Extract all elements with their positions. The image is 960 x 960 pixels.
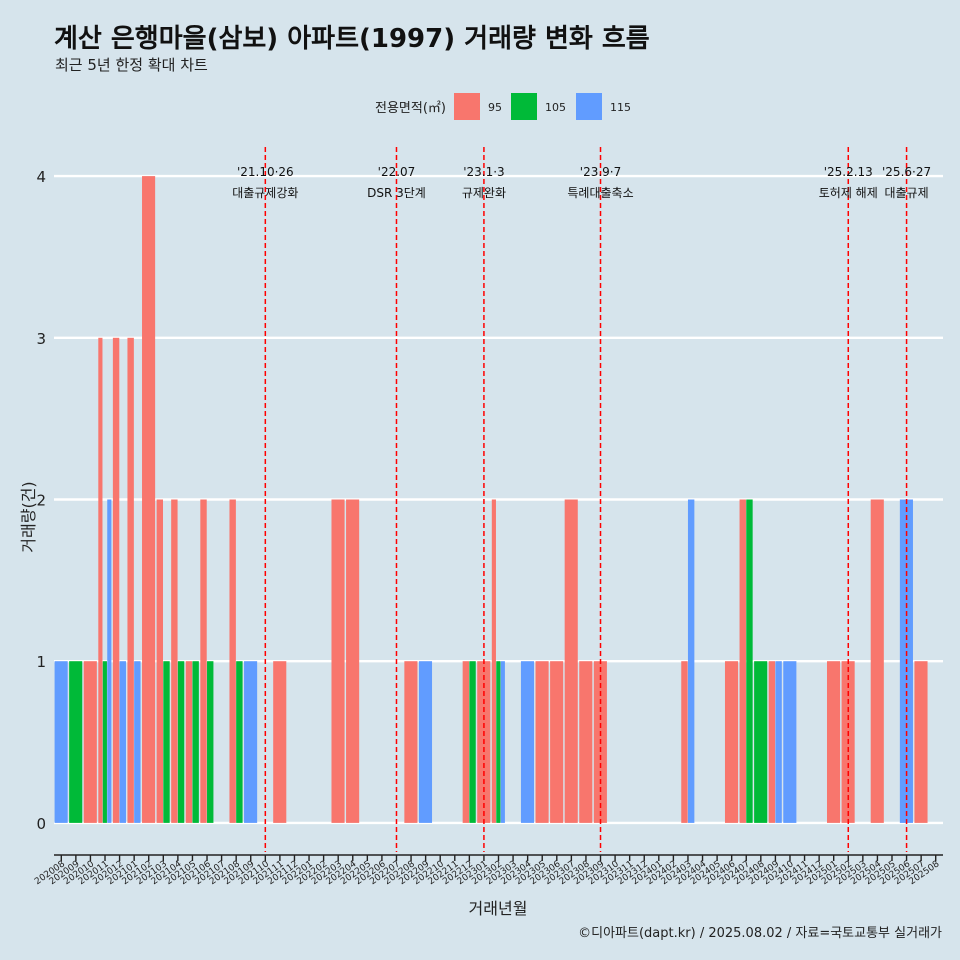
bar-105-202212 bbox=[469, 661, 476, 823]
legend-swatch-105 bbox=[511, 93, 537, 120]
bar-95-202101 bbox=[127, 337, 134, 823]
y-tick-label: 1 bbox=[36, 653, 46, 671]
bar-115-202012 bbox=[119, 661, 126, 823]
bar-95-202302 bbox=[491, 499, 496, 823]
bar-95-202010 bbox=[83, 661, 97, 823]
event-date: '23.1·3 bbox=[463, 165, 504, 179]
chart-title: 계산 은행마을(삼보) 아파트(1997) 거래량 변화 흐름 bbox=[54, 24, 650, 54]
x-axis: 2020082020092020102020112020122021012021… bbox=[33, 854, 943, 887]
legend-label-95: 95 bbox=[488, 101, 502, 114]
bar-105-202408 bbox=[754, 661, 768, 823]
bar-105-202009 bbox=[69, 661, 83, 823]
y-tick-label: 2 bbox=[36, 492, 46, 510]
bar-95-202501 bbox=[826, 661, 841, 823]
legend-swatch-115 bbox=[576, 93, 602, 120]
source-caption: ©디아파트(dapt.kr) / 2025.08.02 / 자료=국토교통부 실… bbox=[578, 926, 942, 941]
legend-title: 전용면적(㎡) bbox=[375, 101, 446, 116]
bar-95-202409 bbox=[768, 661, 776, 823]
bar-95-202111 bbox=[273, 661, 287, 823]
bar-95-202104 bbox=[171, 499, 178, 823]
event-date: '21.10·26 bbox=[237, 165, 294, 179]
bars bbox=[54, 176, 928, 823]
bar-115-202302 bbox=[500, 661, 505, 823]
event-label: DSR 3단계 bbox=[367, 186, 426, 200]
event-date: '22.07 bbox=[378, 165, 416, 179]
bar-95-202406 bbox=[724, 661, 739, 823]
legend: 전용면적(㎡) 95 105 115 bbox=[375, 93, 631, 120]
x-axis-title: 거래년월 bbox=[469, 899, 528, 918]
bar-95-202212 bbox=[462, 661, 470, 823]
bar-105-202104 bbox=[177, 661, 185, 823]
event-date: '23.9·7 bbox=[580, 165, 621, 179]
bar-105-202011 bbox=[102, 661, 107, 823]
legend-swatch-95 bbox=[454, 93, 480, 120]
bar-105-202302 bbox=[496, 661, 501, 823]
bar-95-202307 bbox=[564, 499, 578, 823]
bar-115-202409 bbox=[775, 661, 782, 823]
legend-label-105: 105 bbox=[545, 101, 566, 114]
bar-115-202109 bbox=[244, 661, 258, 823]
bar-105-202105 bbox=[192, 661, 199, 823]
event-label: 규제완화 bbox=[462, 186, 506, 200]
y-axis-title: 거래량(건) bbox=[19, 481, 38, 552]
bar-95-202103 bbox=[156, 499, 164, 823]
y-tick-label: 0 bbox=[36, 815, 46, 833]
bar-95-202403 bbox=[681, 661, 688, 823]
bar-95-202012 bbox=[112, 337, 120, 823]
bar-95-202504 bbox=[870, 499, 884, 823]
y-axis: 0 1 2 3 4 bbox=[36, 168, 46, 833]
bar-95-202203 bbox=[331, 499, 345, 823]
legend-label-115: 115 bbox=[610, 101, 631, 114]
event-label: 토허제 해제 bbox=[819, 186, 878, 200]
bar-115-202008 bbox=[54, 661, 68, 823]
bar-95-202106 bbox=[200, 499, 207, 823]
bar-95-202011 bbox=[98, 337, 103, 823]
bar-105-202103 bbox=[163, 661, 170, 823]
bar-95-202407 bbox=[739, 499, 746, 823]
bar-115-202011 bbox=[107, 499, 112, 823]
bar-105-202106 bbox=[207, 661, 214, 823]
chart-subtitle: 최근 5년 한정 확대 차트 bbox=[55, 56, 208, 74]
bar-115-202304 bbox=[520, 661, 535, 823]
y-tick-label: 4 bbox=[36, 168, 46, 186]
bar-115-202403 bbox=[687, 499, 695, 823]
bar-95-202102 bbox=[142, 176, 156, 823]
bar-95-202306 bbox=[550, 661, 564, 823]
event-label: 대출규제강화 bbox=[232, 186, 298, 200]
bar-95-202204 bbox=[346, 499, 360, 823]
bar-115-202209 bbox=[418, 661, 433, 823]
bar-115-202410 bbox=[783, 661, 797, 823]
bar-95-202208 bbox=[404, 661, 418, 823]
event-date: '25.6·27 bbox=[882, 165, 931, 179]
bar-105-202407 bbox=[746, 499, 753, 823]
bar-95-202105 bbox=[185, 661, 193, 823]
bar-95-202308 bbox=[579, 661, 593, 823]
bar-105-202108 bbox=[236, 661, 243, 823]
bar-95-202507 bbox=[914, 661, 928, 823]
bar-95-202108 bbox=[229, 499, 236, 823]
event-date: '25.2.13 bbox=[824, 165, 873, 179]
y-tick-label: 3 bbox=[36, 330, 46, 348]
bar-95-202305 bbox=[535, 661, 549, 823]
event-label: 특례대출축소 bbox=[567, 186, 633, 200]
event-label: 대출규제 bbox=[884, 186, 928, 200]
event-annotations: '21.10·26 대출규제강화 '22.07 DSR 3단계 '23.1·3 규제완화 '… bbox=[232, 147, 931, 852]
bar-115-202101 bbox=[134, 661, 141, 823]
